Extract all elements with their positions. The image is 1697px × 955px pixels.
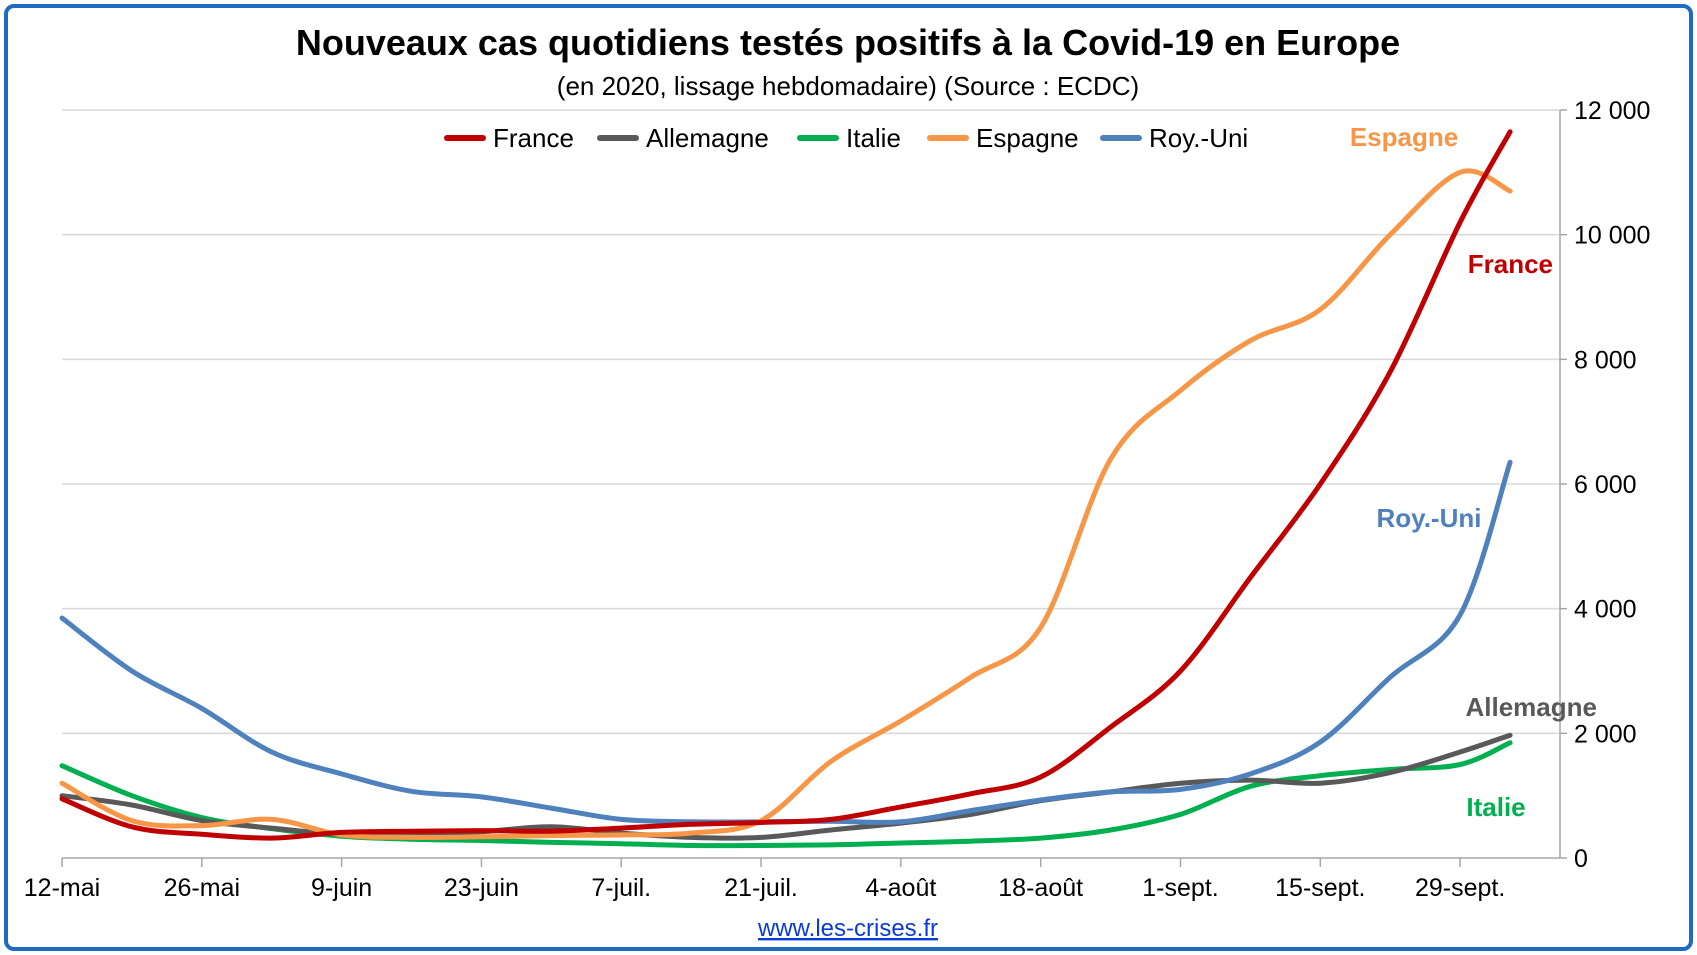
series-lines — [59, 129, 1513, 849]
gridlines — [62, 109, 1560, 735]
axes: 0 2 000 4 000 6 000 8 000 10 000 12 000 12-mai 2… — [24, 97, 1651, 902]
y-tick-label: 2 000 — [1574, 720, 1637, 748]
x-tick-label: 7-juil. — [591, 874, 651, 902]
chart-subtitle: (en 2020, lissage hebdomadaire) (Source … — [557, 71, 1139, 101]
legend-label-espagne: Espagne — [976, 123, 1079, 153]
y-tick-label: 0 — [1574, 845, 1588, 873]
legend-label-italie: Italie — [846, 123, 901, 153]
x-tick-label: 26-mai — [164, 874, 240, 902]
series-end-label-france: France — [1468, 249, 1553, 279]
series-end-labels: France Allemagne Italie Espagne Roy.-Uni — [1350, 122, 1597, 822]
legend-label-france: France — [493, 123, 574, 153]
series-end-label-allemagne: Allemagne — [1466, 692, 1598, 722]
y-tick-label: 8 000 — [1574, 346, 1637, 374]
x-tick-label: 9-juin — [311, 874, 372, 902]
chart-frame — [4, 4, 1693, 951]
source-link[interactable]: www.les-crises.fr — [757, 915, 938, 942]
legend-label-roy-uni: Roy.-Uni — [1149, 123, 1248, 153]
series-end-label-roy-uni: Roy.-Uni — [1377, 503, 1482, 533]
x-tick-label: 4-août — [865, 874, 936, 902]
series-end-label-italie: Italie — [1466, 792, 1525, 822]
x-tick-label: 23-juin — [444, 874, 519, 902]
x-tick-label: 1-sept. — [1142, 874, 1218, 902]
series-line-france — [59, 129, 1513, 841]
series-line-allemagne — [59, 732, 1513, 841]
y-tick-label: 10 000 — [1574, 222, 1650, 250]
chart-title: Nouveaux cas quotidiens testés positifs … — [296, 22, 1400, 63]
x-tick-label: 21-juil. — [724, 874, 798, 902]
series-line-roy-uni — [59, 459, 1513, 825]
legend-label-allemagne: Allemagne — [646, 123, 769, 153]
series-line-espagne — [59, 168, 1513, 840]
series-end-label-espagne: Espagne — [1350, 122, 1458, 152]
x-tick-label: 15-sept. — [1275, 874, 1365, 902]
y-tick-label: 12 000 — [1574, 97, 1650, 125]
y-tick-label: 4 000 — [1574, 596, 1637, 624]
y-tick-label: 6 000 — [1574, 471, 1637, 499]
x-tick-label: 29-sept. — [1415, 874, 1505, 902]
x-tick-label: 18-août — [998, 874, 1083, 902]
legend: France Allemagne Italie Espagne Roy.-Uni — [444, 123, 1248, 153]
x-tick-label: 12-mai — [24, 874, 100, 902]
